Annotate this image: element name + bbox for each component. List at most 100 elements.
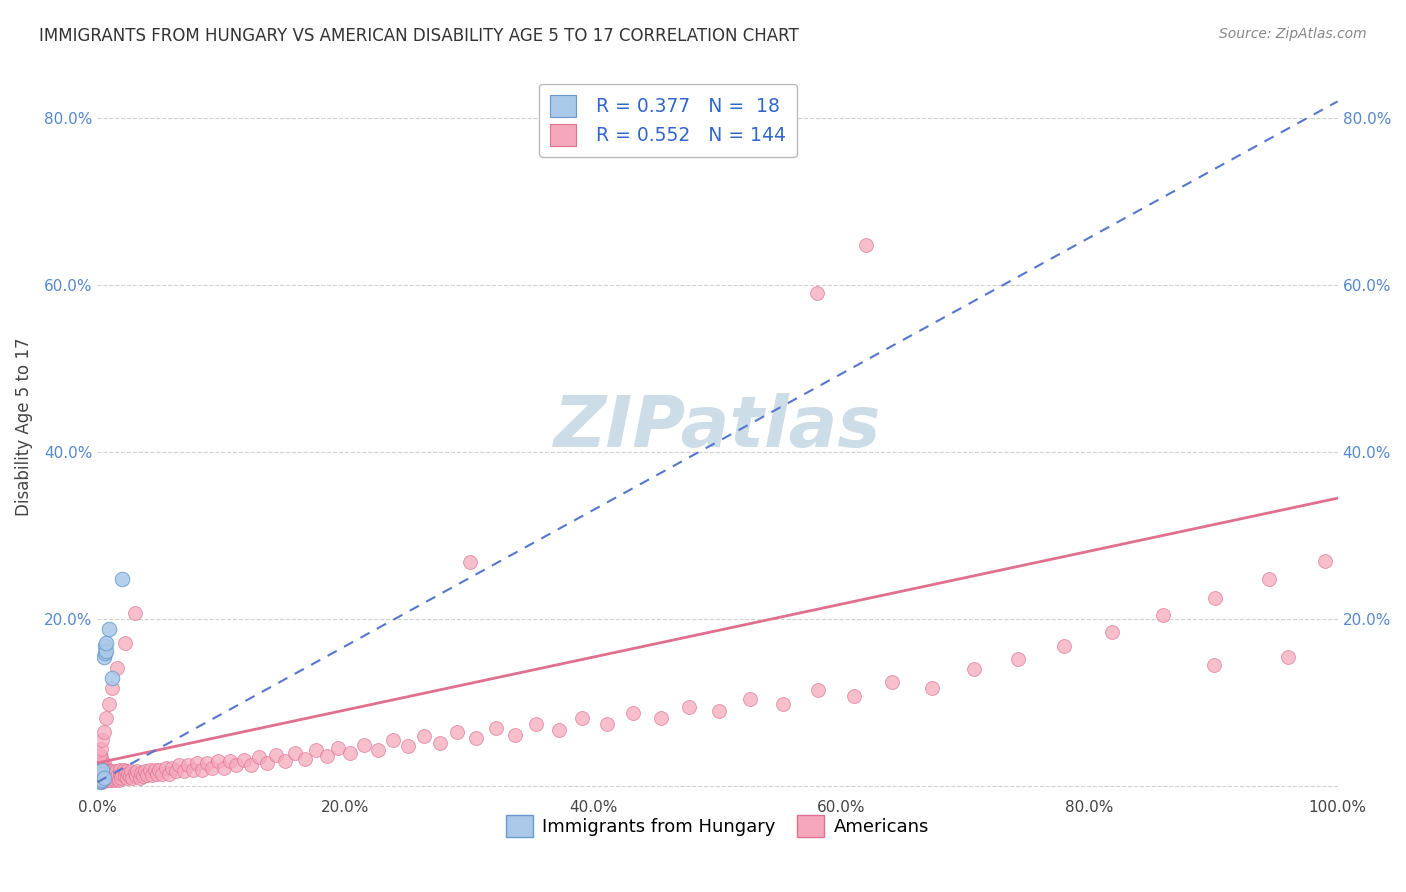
- Point: [87, 771, 110, 785]
- Point: [207, 754, 229, 768]
- Point: [94, 761, 117, 775]
- Point: [110, 771, 132, 785]
- Point: [93, 772, 115, 787]
- Point: [111, 572, 134, 586]
- Point: [596, 716, 619, 731]
- Point: [90, 741, 112, 756]
- Y-axis label: Disability Age 5 to 17: Disability Age 5 to 17: [15, 338, 32, 516]
- Point: [464, 731, 486, 745]
- Point: [111, 767, 134, 781]
- Point: [87, 772, 110, 787]
- Point: [284, 746, 307, 760]
- Point: [97, 772, 120, 787]
- Point: [93, 771, 115, 785]
- Point: [124, 606, 146, 620]
- Point: [107, 772, 129, 787]
- Point: [98, 771, 121, 785]
- Point: [316, 749, 339, 764]
- Point: [91, 764, 114, 779]
- Point: [842, 689, 865, 703]
- Point: [91, 758, 114, 772]
- Point: [117, 767, 139, 781]
- Point: [129, 766, 152, 780]
- Point: [101, 671, 124, 685]
- Legend:   R = 0.377   N =  18,   R = 0.552   N = 144: R = 0.377 N = 18, R = 0.552 N = 144: [538, 84, 797, 157]
- Point: [1204, 591, 1226, 606]
- Point: [678, 700, 700, 714]
- Point: [96, 764, 118, 779]
- Point: [305, 743, 328, 757]
- Point: [181, 763, 204, 777]
- Point: [93, 725, 115, 739]
- Point: [232, 753, 254, 767]
- Point: [89, 754, 111, 768]
- Point: [150, 767, 173, 781]
- Point: [1202, 658, 1225, 673]
- Text: IMMIGRANTS FROM HUNGARY VS AMERICAN DISABILITY AGE 5 TO 17 CORRELATION CHART: IMMIGRANTS FROM HUNGARY VS AMERICAN DISA…: [39, 27, 799, 45]
- Point: [963, 662, 986, 676]
- Point: [97, 698, 120, 712]
- Point: [225, 758, 247, 772]
- Point: [94, 766, 117, 780]
- Point: [108, 767, 131, 781]
- Point: [157, 767, 180, 781]
- Point: [165, 764, 187, 779]
- Point: [87, 758, 110, 772]
- Point: [89, 767, 111, 781]
- Point: [326, 740, 349, 755]
- Point: [458, 556, 481, 570]
- Point: [146, 767, 169, 781]
- Point: [806, 286, 828, 301]
- Point: [96, 711, 118, 725]
- Point: [105, 769, 128, 783]
- Point: [94, 646, 117, 660]
- Point: [219, 754, 242, 768]
- Point: [353, 738, 375, 752]
- Point: [89, 775, 111, 789]
- Point: [104, 766, 127, 780]
- Point: [103, 769, 125, 783]
- Point: [1277, 649, 1299, 664]
- Point: [138, 763, 160, 777]
- Point: [256, 756, 278, 770]
- Point: [96, 635, 118, 649]
- Text: Source: ZipAtlas.com: Source: ZipAtlas.com: [1219, 27, 1367, 41]
- Point: [127, 764, 149, 779]
- Point: [98, 764, 121, 779]
- Point: [381, 733, 404, 747]
- Point: [93, 763, 115, 777]
- Point: [96, 763, 118, 777]
- Point: [91, 733, 114, 747]
- Point: [1007, 652, 1029, 666]
- Point: [87, 764, 110, 779]
- Point: [294, 752, 316, 766]
- Point: [571, 711, 593, 725]
- Point: [89, 771, 111, 785]
- Point: [134, 764, 156, 779]
- Point: [1152, 608, 1174, 623]
- Point: [91, 771, 114, 785]
- Point: [89, 747, 111, 762]
- Point: [212, 761, 235, 775]
- Point: [93, 767, 115, 781]
- Point: [195, 756, 218, 770]
- Point: [118, 769, 141, 783]
- Point: [87, 769, 110, 783]
- Point: [89, 761, 111, 775]
- Point: [190, 763, 212, 777]
- Point: [855, 238, 877, 252]
- Point: [247, 750, 270, 764]
- Point: [121, 771, 143, 785]
- Point: [90, 750, 112, 764]
- Point: [100, 766, 122, 780]
- Point: [112, 763, 135, 777]
- Point: [90, 767, 112, 781]
- Point: [882, 674, 904, 689]
- Point: [160, 761, 183, 775]
- Text: ZIPatlas: ZIPatlas: [554, 392, 882, 462]
- Point: [91, 763, 114, 777]
- Point: [128, 771, 150, 785]
- Point: [125, 769, 148, 783]
- Point: [274, 754, 297, 768]
- Point: [89, 764, 111, 779]
